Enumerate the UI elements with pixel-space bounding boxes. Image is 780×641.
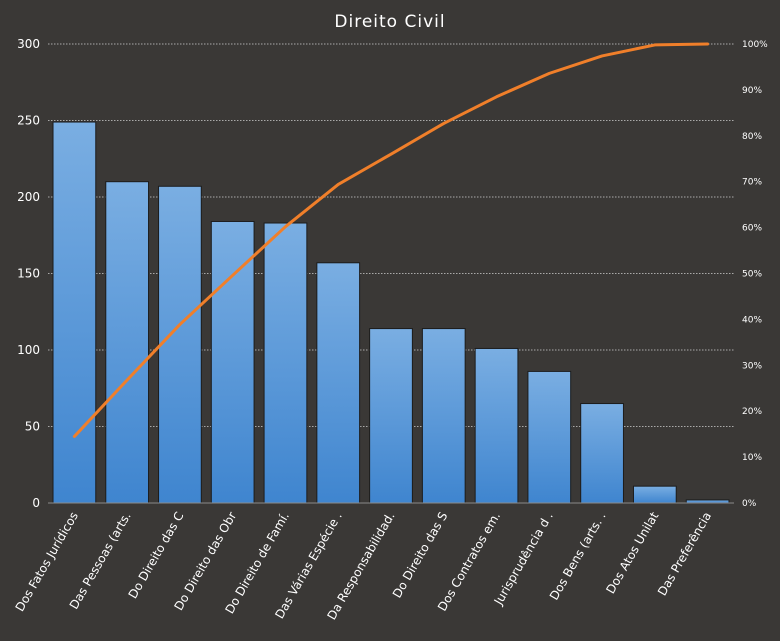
- x-tick-label: Do Direito das C: [126, 510, 187, 602]
- y2-tick-label: 0%: [742, 499, 757, 509]
- bars: [52, 121, 730, 504]
- x-tick-label: Das Pessoas (arts.: [67, 510, 134, 612]
- y-tick-label: 150: [17, 267, 40, 281]
- bar: [158, 185, 202, 504]
- bar: [316, 262, 361, 504]
- bar: [369, 328, 413, 504]
- x-tick-label: Jurisprudência d .: [491, 510, 556, 609]
- bar: [527, 370, 572, 504]
- y2-tick-label: 40%: [742, 315, 762, 325]
- y2-tick-label: 20%: [742, 407, 762, 417]
- y-tick-label: 50: [25, 420, 40, 434]
- cumulative-percent-line: [72, 42, 710, 438]
- x-tick-label: Dos Atos Unilat: [603, 509, 661, 596]
- y2-tick-label: 80%: [742, 132, 762, 142]
- x-tick-label: Das Preferência: [655, 510, 714, 599]
- bar: [263, 222, 308, 504]
- y2-tick-label: 100%: [742, 40, 768, 50]
- bar: [632, 485, 677, 504]
- y2-tick-label: 30%: [742, 361, 762, 371]
- y-tick-label: 200: [17, 190, 40, 204]
- x-tick-label: Dos Bens (arts. .: [547, 510, 609, 603]
- y2-tick-label: 50%: [742, 270, 762, 280]
- bar: [52, 121, 97, 504]
- y2-tick-label: 60%: [742, 224, 762, 234]
- bar: [474, 347, 519, 504]
- bar: [105, 181, 150, 504]
- x-tick-label: Do Direito das S: [390, 510, 451, 601]
- bar: [580, 403, 624, 504]
- chart-title: Direito Civil: [334, 12, 445, 32]
- y2-tick-label: 90%: [742, 86, 762, 96]
- y-tick-label: 100: [17, 343, 40, 357]
- cumulative-line: [72, 42, 710, 438]
- y-tick-label: 300: [17, 37, 40, 51]
- bar: [210, 220, 255, 504]
- y2-tick-label: 10%: [742, 453, 762, 463]
- y-tick-label: 0: [32, 496, 40, 510]
- y2-tick-label: 70%: [742, 178, 762, 188]
- bar: [421, 328, 466, 504]
- y-tick-label: 250: [17, 114, 40, 128]
